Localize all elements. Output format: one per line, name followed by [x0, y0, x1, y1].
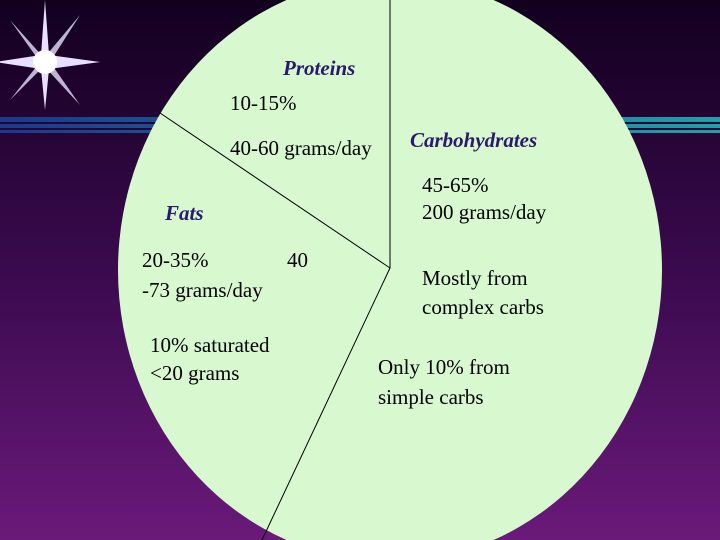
carbs-line: 200 grams/day: [422, 200, 547, 224]
carbs-note: Only 10% from: [378, 355, 510, 379]
proteins-title: Proteins: [282, 56, 355, 80]
star: [0, 0, 100, 110]
carbs-note: complex carbs: [422, 295, 544, 319]
carbs-line: 45-65%: [422, 173, 489, 197]
fats-note: <20 grams: [150, 361, 239, 385]
fats-line: 40: [287, 248, 308, 272]
fats-note: 10% saturated: [150, 333, 270, 357]
carbs-note: simple carbs: [378, 385, 484, 409]
proteins-line: 10-15%: [230, 91, 297, 115]
fats-line: -73 grams/day: [142, 278, 263, 302]
carbs-title: Carbohydrates: [410, 128, 537, 152]
pie: [118, 0, 662, 540]
proteins-line: 40-60 grams/day: [230, 136, 372, 160]
fats-line: 20-35%: [142, 248, 209, 272]
fats-title: Fats: [164, 201, 204, 225]
carbs-note: Mostly from: [422, 266, 528, 290]
pie-dividers: [159, 0, 391, 540]
